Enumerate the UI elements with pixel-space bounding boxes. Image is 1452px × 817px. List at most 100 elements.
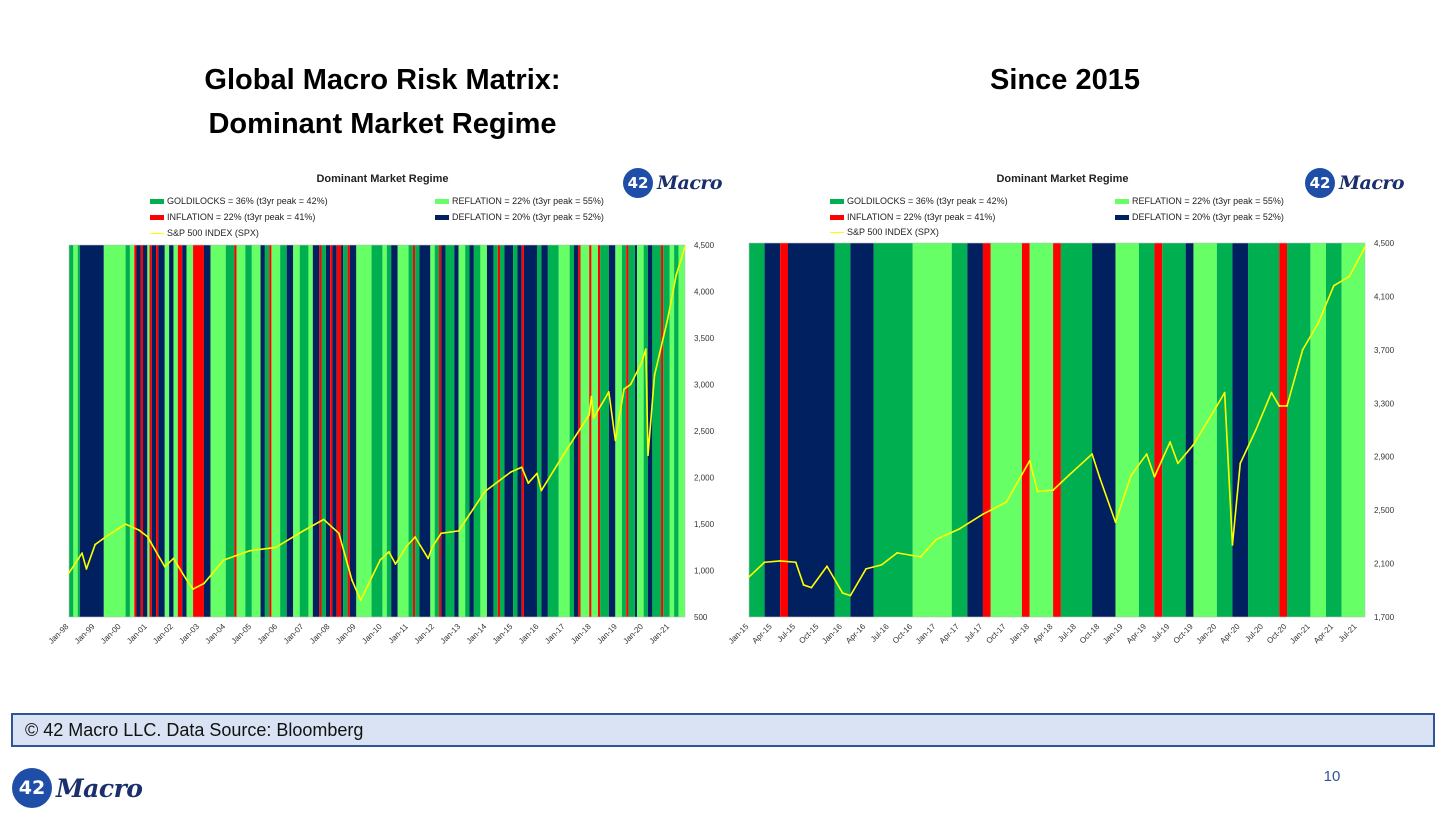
spx-point — [431, 545, 434, 548]
spx-point — [849, 594, 852, 597]
regime-band-goldilocks — [245, 245, 252, 617]
legend-label: GOLDILOCKS = 36% (t3yr peak = 42%) — [847, 196, 1008, 206]
regime-band-goldilocks — [1248, 243, 1280, 617]
legend-label: DEFLATION = 20% (t3yr peak = 52%) — [1132, 212, 1284, 222]
regime-band-deflation — [151, 245, 157, 617]
regime-band-goldilocks — [434, 245, 440, 617]
x-tick-label: Apr-20 — [1218, 622, 1242, 646]
regime-band-goldilocks — [299, 245, 309, 617]
x-tick-label: Oct-17 — [984, 622, 1008, 646]
y-tick-label: 4,100 — [1374, 292, 1395, 301]
spx-point — [192, 588, 194, 590]
legend-label: S&P 500 INDEX (SPX) — [847, 227, 939, 237]
regime-band-deflation — [182, 245, 187, 617]
footer-logo: 42 Macro — [12, 768, 143, 808]
spx-point — [457, 529, 460, 532]
x-tick-label: Jan-21 — [648, 622, 672, 646]
spx-point — [748, 576, 750, 578]
regime-band-inflation — [140, 245, 144, 617]
regime-band-goldilocks — [280, 245, 287, 617]
page-number: 10 — [1323, 768, 1341, 785]
spx-point — [826, 565, 828, 568]
regime-band-reflation — [164, 245, 170, 617]
logo-wordmark: Macro — [657, 172, 723, 194]
regime-band-goldilocks — [643, 245, 648, 617]
regime-band-reflation — [293, 245, 300, 617]
regime-band-inflation — [269, 245, 272, 617]
regime-band-goldilocks — [125, 245, 130, 617]
spx-point — [1348, 275, 1351, 278]
legend-swatch-reflation — [1115, 198, 1129, 204]
y-tick-label: 1,000 — [694, 567, 715, 576]
spx-point — [562, 454, 565, 457]
y-tick-label: 1,700 — [1374, 613, 1395, 622]
regime-band-inflation — [626, 245, 629, 617]
spx-point — [222, 559, 225, 561]
regime-band-deflation — [312, 245, 320, 617]
x-tick-label: Jul-16 — [869, 622, 891, 644]
x-tick-label: Jan-02 — [151, 622, 175, 646]
legend-reflation: REFLATION = 22% (t3yr peak = 55%) — [435, 196, 604, 206]
spx-point — [684, 245, 686, 248]
legend-swatch-deflation — [1115, 214, 1129, 220]
logo-badge-icon: 42 — [12, 768, 52, 808]
spx-point — [1176, 462, 1179, 465]
chart-title: Dominant Market Regime — [316, 173, 449, 185]
x-tick-label: Jan-00 — [99, 622, 123, 646]
regime-band-goldilocks — [415, 245, 420, 617]
regime-band-goldilocks — [536, 245, 542, 617]
regime-band-deflation — [850, 243, 874, 617]
regime-band-deflation — [1232, 243, 1249, 617]
legend-swatch-goldilocks — [150, 198, 164, 204]
regime-band-inflation — [780, 243, 788, 617]
regime-band-reflation — [173, 245, 178, 617]
regime-band-inflation — [336, 245, 342, 617]
x-tick-label: Jul-15 — [775, 622, 797, 644]
spx-point — [388, 551, 390, 553]
x-tick-label: Jan-09 — [334, 622, 358, 646]
legend-inflation: INFLATION = 22% (t3yr peak = 41%) — [830, 212, 995, 222]
source-footer: © 42 Macro LLC. Data Source: Bloomberg — [11, 713, 1435, 747]
spx-point — [1114, 521, 1117, 524]
regime-band-deflation — [634, 245, 638, 617]
x-tick-label: Jan-11 — [387, 622, 411, 646]
regime-band-goldilocks — [386, 245, 392, 617]
spx-point — [414, 536, 416, 538]
chart-logo: 42 Macro — [1305, 168, 1405, 198]
x-tick-label: Apr-17 — [938, 622, 962, 646]
plot-area — [748, 242, 1366, 618]
spx-point — [536, 472, 538, 475]
regime-band-goldilocks — [749, 243, 765, 617]
x-tick-label: Jan-21 — [1288, 622, 1312, 646]
spx-point — [1301, 348, 1304, 351]
regime-band-deflation — [541, 245, 548, 617]
regime-band-reflation — [1115, 243, 1139, 617]
spx-point — [81, 552, 83, 555]
regime-band-deflation — [454, 245, 459, 617]
regime-band-goldilocks — [547, 245, 559, 617]
regime-band-goldilocks — [663, 245, 670, 617]
spx-point — [640, 362, 643, 365]
legend-swatch-inflation — [150, 214, 164, 220]
regime-band-inflation — [177, 245, 183, 617]
regime-band-inflation — [193, 245, 204, 617]
x-tick-label: Apr-19 — [1125, 622, 1149, 646]
slide-title-right: Since 2015 — [990, 64, 1140, 96]
x-tick-label: Oct-16 — [891, 622, 915, 646]
x-tick-label: Jan-18 — [569, 622, 593, 646]
y-tick-label: 3,000 — [694, 381, 715, 390]
spx-point — [592, 417, 595, 419]
regime-band-deflation — [136, 245, 141, 617]
regime-band-inflation — [1154, 243, 1163, 617]
x-tick-label: Jan-07 — [282, 622, 306, 646]
spx-point — [520, 466, 523, 469]
regime-band-goldilocks — [473, 245, 481, 617]
spx-point — [1332, 284, 1335, 287]
regime-band-reflation — [637, 245, 644, 617]
x-tick-label: Jan-13 — [439, 622, 463, 646]
legend-deflation: DEFLATION = 20% (t3yr peak = 52%) — [1115, 212, 1284, 222]
spx-point — [982, 513, 984, 516]
spx-point — [802, 584, 805, 586]
spx-point — [85, 568, 88, 570]
spx-point — [653, 374, 656, 377]
